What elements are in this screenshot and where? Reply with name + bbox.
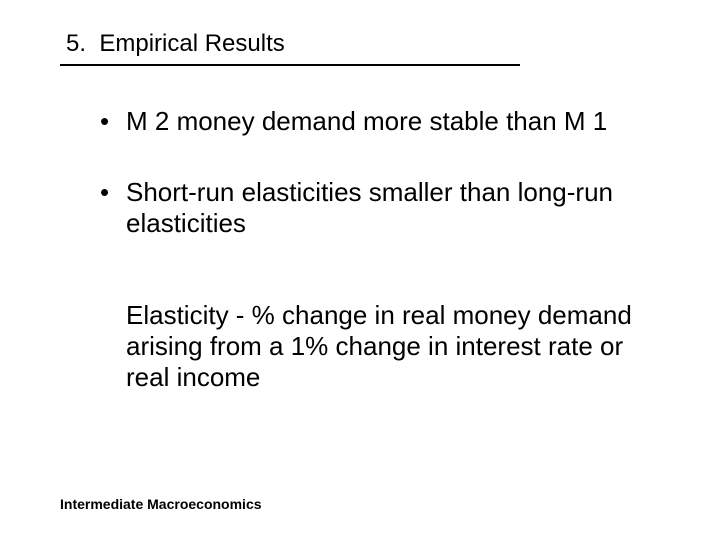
title-number: 5. [66, 30, 86, 57]
bullet-dot-icon: • [100, 177, 109, 208]
bullet-item: • M 2 money demand more stable than M 1 [100, 106, 660, 137]
bullet-dot-icon: • [100, 106, 109, 137]
title-text: Empirical Results [99, 30, 284, 57]
bullet-item: • Short-run elasticities smaller than lo… [100, 177, 660, 239]
slide-container: 5. Empirical Results • M 2 money demand … [0, 0, 720, 540]
bullet-text: M 2 money demand more stable than M 1 [126, 106, 607, 136]
slide-title: 5. Empirical Results [60, 30, 520, 66]
slide-content: • M 2 money demand more stable than M 1 … [60, 106, 660, 393]
note-text: Elasticity - % change in real money dema… [100, 300, 660, 394]
bullet-text: Short-run elasticities smaller than long… [126, 177, 613, 238]
slide-footer: Intermediate Macroeconomics [60, 496, 262, 512]
